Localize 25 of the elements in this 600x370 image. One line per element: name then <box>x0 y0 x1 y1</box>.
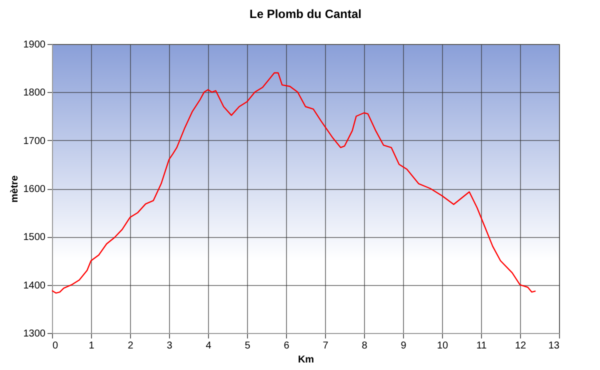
x-axis-title: Km <box>298 354 314 366</box>
line-series <box>51 72 536 294</box>
x-tick-label: 12 <box>514 340 526 352</box>
x-tick-label: 5 <box>244 340 251 352</box>
y-tick-label: 1700 <box>23 136 46 147</box>
x-tick-label: 1 <box>88 340 95 352</box>
x-tick-label: 10 <box>436 340 448 352</box>
y-tick-label: 1600 <box>23 184 46 195</box>
y-tick-label: 1400 <box>23 280 46 292</box>
x-tick-label: 4 <box>206 340 212 352</box>
x-tick-label: 3 <box>166 340 173 352</box>
x-tick-label: 13 <box>548 340 560 352</box>
y-axis-title: mètre <box>9 174 20 203</box>
y-tick-label: 1900 <box>23 40 46 50</box>
y-tick-label: 1800 <box>23 88 46 99</box>
x-tick-label: 0 <box>52 340 58 352</box>
y-tick-label: 1300 <box>23 328 46 340</box>
x-tick-label: 11 <box>476 340 488 352</box>
x-tick-label: 8 <box>362 340 368 352</box>
x-tick-label: 9 <box>400 340 407 352</box>
x-tick-label: 7 <box>322 340 329 352</box>
x-tick-label: 2 <box>128 340 134 352</box>
chart-title: Le Plomb du Cantal <box>249 7 362 21</box>
x-tick-label: 6 <box>284 340 290 352</box>
y-tick-label: 1500 <box>23 232 46 244</box>
